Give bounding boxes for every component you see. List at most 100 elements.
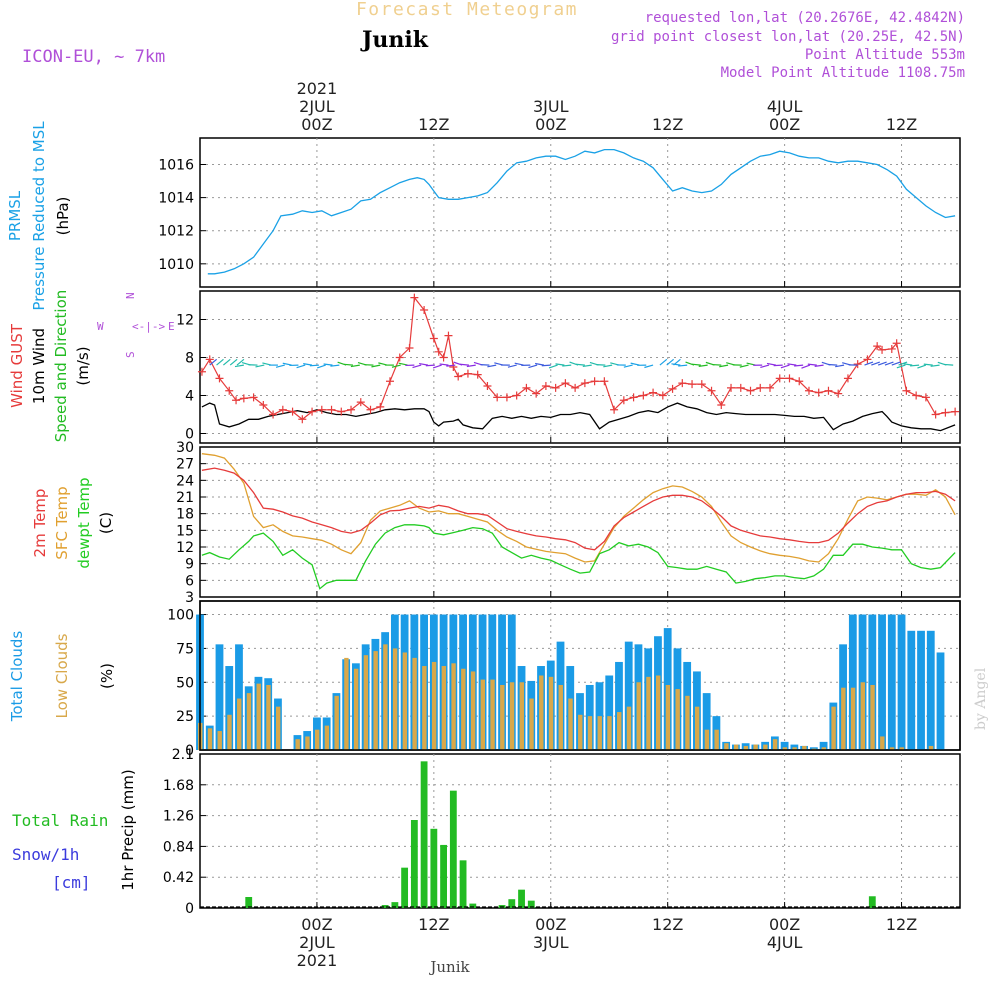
y-tick-label: 24 <box>176 473 194 489</box>
gust-marker <box>707 386 716 395</box>
gust-marker <box>395 353 404 362</box>
wind-direction-arrow <box>459 363 469 366</box>
low-cloud-bar <box>870 684 875 750</box>
wind-direction-arrow <box>330 364 340 367</box>
y-tick-label: 12 <box>176 540 194 556</box>
total-cloud-bar <box>624 641 633 750</box>
gust-marker <box>649 388 658 397</box>
rain-bar <box>868 896 876 908</box>
wind-direction-arrow <box>712 363 722 366</box>
low-cloud-bar <box>305 736 310 750</box>
wind-direction-arrow <box>644 364 654 369</box>
gust-marker <box>688 380 697 389</box>
low-cloud-bar <box>675 689 680 750</box>
wind-direction-arrow <box>659 358 668 366</box>
gust-marker <box>658 391 667 400</box>
low-cloud-bar <box>422 666 427 750</box>
low-cloud-bar <box>578 714 583 750</box>
panel-y-label: Speed and Direction <box>52 290 70 443</box>
total-cloud-bar <box>936 652 945 750</box>
wind-direction-arrow <box>582 364 592 368</box>
gust-marker <box>473 370 482 379</box>
y-tick-label: 25 <box>176 709 194 725</box>
pressure-line <box>207 148 956 275</box>
rain-bar <box>391 902 399 908</box>
wind-direction-arrow <box>698 364 708 367</box>
top-time-tick-label: 3JUL <box>533 97 569 116</box>
wind-direction-arrow <box>666 358 674 366</box>
gust-marker <box>785 374 794 383</box>
top-time-tick-label: 00Z <box>535 115 566 134</box>
low-cloud-bar <box>383 644 388 750</box>
pressure-panel: 1010 1012 1014 1016 PRMSL Pressure Reduced to… <box>6 121 961 311</box>
gust-marker <box>843 374 852 383</box>
wind-direction-arrow <box>814 364 824 367</box>
panel-y-label: 10m Wind <box>30 328 48 404</box>
wind-direction-arrow <box>801 364 811 369</box>
low-cloud-bar <box>237 698 242 750</box>
low-cloud-bar <box>850 687 856 750</box>
low-cloud-bar <box>217 731 222 750</box>
low-cloud-bar <box>704 729 710 750</box>
snow-label: Snow/1h <box>12 845 79 864</box>
gust-marker <box>814 388 823 397</box>
y-tick-label: 0 <box>185 743 194 759</box>
wind-direction-arrow <box>343 363 354 366</box>
gust-marker <box>522 383 531 392</box>
y-tick-label: 100 <box>167 608 194 624</box>
top-time-tick-label: 00Z <box>769 115 800 134</box>
grid-point-coords: grid point closest lon,lat (20.25E, 42.5… <box>611 29 965 45</box>
low-cloud-bar <box>646 676 651 750</box>
gust-marker <box>887 344 896 353</box>
wind-direction-arrow <box>303 363 313 366</box>
gust-marker <box>717 401 726 409</box>
low-cloud-bar <box>324 725 330 750</box>
low-cloud-bar <box>714 729 719 750</box>
point-altitude: Point Altitude 553m <box>805 47 965 63</box>
gust-marker <box>405 344 414 352</box>
wind-direction-arrow <box>541 364 551 367</box>
gust-marker <box>921 393 930 402</box>
gust-marker <box>610 405 619 414</box>
rain-bar <box>410 820 418 908</box>
gust-marker <box>259 401 268 409</box>
gust-marker <box>197 367 206 376</box>
total-cloud-bar <box>225 666 234 750</box>
gust-marker <box>697 380 706 389</box>
low-cloud-bar <box>276 706 281 750</box>
gust-marker <box>892 339 901 348</box>
rain-bar <box>245 897 253 908</box>
low-cloud-bar <box>314 729 320 750</box>
wind-direction-arrow <box>323 363 333 366</box>
precip-frame <box>199 753 961 909</box>
total-cloud-bar <box>868 614 877 750</box>
low-cloud-bar <box>899 747 904 750</box>
y-tick-label: 1010 <box>158 257 194 273</box>
gust-marker <box>288 407 297 416</box>
panel-y-label: 2m Temp <box>31 489 49 558</box>
gust-marker <box>512 391 521 400</box>
wind-direction-arrow <box>548 364 558 369</box>
panel-y-label: Pressure Reduced to MSL <box>30 121 48 311</box>
low-cloud-bar <box>529 698 534 750</box>
low-cloud-bar <box>509 682 515 750</box>
bottom-time-tick-label: 12Z <box>418 915 449 934</box>
model-altitude: Model Point Altitude 1108.75m <box>721 65 965 81</box>
wind-direction-arrow <box>917 364 927 369</box>
total-cloud-bar <box>215 644 224 750</box>
panel-y-label: (C) <box>97 512 115 534</box>
total-cloud-bar <box>235 644 243 750</box>
rain-bar <box>518 889 525 908</box>
low-cloud-bar <box>334 695 339 750</box>
wind-direction-arrow <box>432 364 442 369</box>
wind-direction-arrow <box>923 363 933 366</box>
gust-marker <box>298 415 307 424</box>
wind-gust-line <box>201 296 956 421</box>
gust-marker <box>327 405 336 414</box>
wind-direction-arrow <box>930 364 940 367</box>
clouds-frame-overlay <box>199 600 961 751</box>
wind-direction-arrow <box>222 358 231 366</box>
y-tick-label: 4 <box>185 389 194 405</box>
gust-marker <box>356 398 365 407</box>
